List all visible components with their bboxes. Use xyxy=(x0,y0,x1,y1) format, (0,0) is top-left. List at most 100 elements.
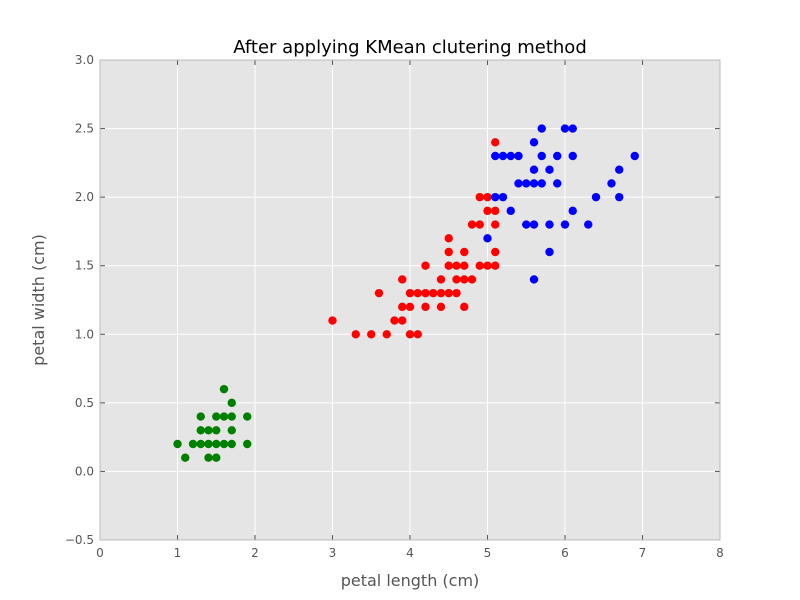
data-point xyxy=(475,192,484,202)
data-point xyxy=(491,206,500,216)
x-tick-label: 3 xyxy=(329,546,337,560)
axis-ticks: 0 1 2 3 4 5 6 7 8 −0.5 0.0 0.5 1.0 1.5 2.0 2.5 3.0 xyxy=(65,53,724,560)
data-point xyxy=(452,275,461,284)
data-point xyxy=(607,179,616,188)
data-point xyxy=(219,384,229,394)
data-point xyxy=(436,302,446,312)
data-point xyxy=(429,288,438,298)
data-point xyxy=(467,275,477,284)
data-point xyxy=(196,412,205,421)
data-point xyxy=(568,151,577,161)
data-point xyxy=(545,220,554,229)
data-point xyxy=(483,261,492,270)
data-point xyxy=(173,439,182,449)
data-point xyxy=(529,179,539,188)
data-point xyxy=(537,151,546,161)
data-point xyxy=(529,220,539,229)
data-point xyxy=(498,151,508,161)
data-point xyxy=(219,412,229,421)
data-point xyxy=(367,330,376,339)
data-point xyxy=(204,426,213,435)
data-point xyxy=(498,192,508,202)
y-tick-label: 2.0 xyxy=(75,190,94,204)
data-point xyxy=(514,179,523,188)
y-axis-label: petal width (cm) xyxy=(29,234,48,366)
data-point xyxy=(591,192,601,202)
data-point xyxy=(568,206,577,216)
x-tick-label: 6 xyxy=(561,546,569,560)
data-point xyxy=(545,247,554,257)
data-point xyxy=(560,220,570,229)
data-point xyxy=(529,275,539,284)
data-point xyxy=(491,151,500,161)
y-tick-label: 1.5 xyxy=(75,259,94,273)
y-tick-label: 0.5 xyxy=(75,396,94,410)
data-point xyxy=(568,124,577,133)
data-point xyxy=(219,439,229,449)
x-tick-label: 2 xyxy=(251,546,259,560)
data-point xyxy=(475,261,484,270)
x-tick-label: 4 xyxy=(406,546,414,560)
data-point xyxy=(421,288,430,298)
y-tick-label: −0.5 xyxy=(65,533,94,547)
y-tick-label: 0.0 xyxy=(75,464,94,478)
data-point xyxy=(491,261,500,270)
data-point xyxy=(398,316,407,325)
x-tick-label: 8 xyxy=(716,546,724,560)
data-point xyxy=(460,302,469,312)
data-point xyxy=(212,412,221,421)
data-point xyxy=(382,330,391,339)
data-point xyxy=(227,426,236,435)
x-tick-label: 0 xyxy=(96,546,104,560)
data-point xyxy=(537,124,546,133)
data-point xyxy=(491,247,500,257)
data-point xyxy=(444,234,453,243)
data-point xyxy=(421,302,430,312)
plot-frame xyxy=(99,59,721,541)
data-point xyxy=(390,316,399,325)
data-point xyxy=(537,179,546,188)
data-point xyxy=(444,261,453,270)
data-point xyxy=(529,138,539,147)
data-point xyxy=(204,439,213,449)
data-point xyxy=(460,247,469,257)
data-point xyxy=(328,316,337,325)
data-point xyxy=(374,288,384,298)
data-point xyxy=(204,453,213,462)
data-point xyxy=(444,288,453,298)
data-point xyxy=(196,426,205,435)
data-point xyxy=(483,192,492,202)
data-point xyxy=(212,453,221,462)
data-point xyxy=(181,453,190,462)
data-point xyxy=(460,261,469,270)
data-point xyxy=(227,439,236,449)
data-point xyxy=(212,426,221,435)
data-point xyxy=(506,206,515,216)
data-point xyxy=(529,165,539,174)
data-point xyxy=(413,288,422,298)
data-point xyxy=(522,179,531,188)
data-point xyxy=(584,220,593,229)
data-point xyxy=(405,302,415,312)
data-point xyxy=(398,275,407,284)
data-point xyxy=(630,151,639,161)
data-point xyxy=(514,151,523,161)
x-tick-label: 7 xyxy=(639,546,647,560)
data-point xyxy=(483,234,492,243)
data-point xyxy=(615,165,624,174)
data-point xyxy=(491,192,500,202)
data-point xyxy=(196,439,205,449)
y-tick-label: 3.0 xyxy=(75,53,94,67)
data-point xyxy=(553,179,562,188)
data-point xyxy=(506,151,515,161)
data-point xyxy=(553,151,562,161)
data-point xyxy=(405,330,415,339)
data-point xyxy=(351,330,360,339)
data-point xyxy=(436,288,446,298)
x-tick-label: 5 xyxy=(484,546,492,560)
y-tick-label: 2.5 xyxy=(75,122,94,136)
x-tick-label: 1 xyxy=(174,546,182,560)
data-point xyxy=(227,412,236,421)
data-point xyxy=(467,220,477,229)
